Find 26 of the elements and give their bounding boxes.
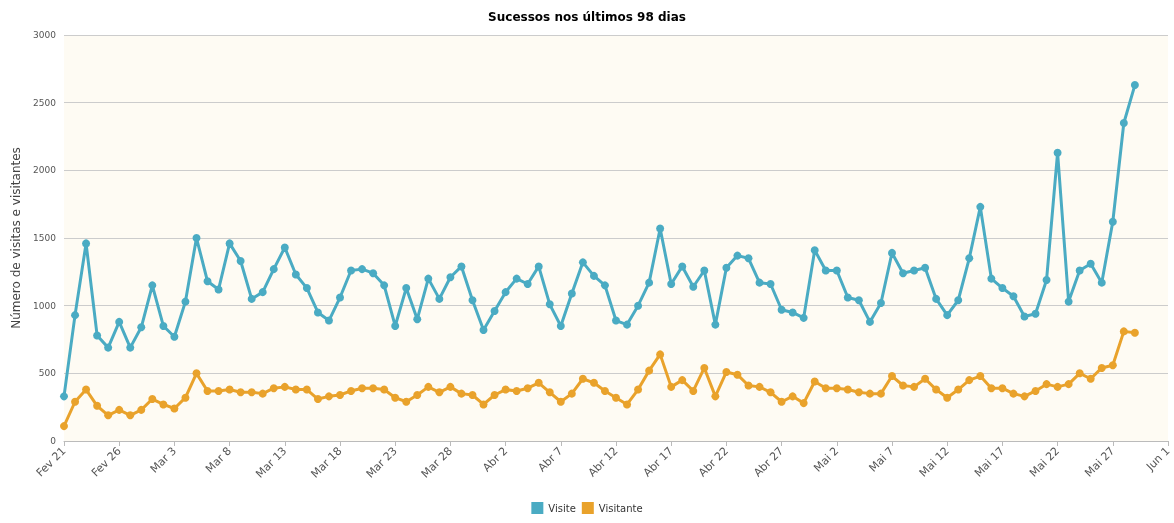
legend-label: Visite	[548, 502, 576, 514]
y-tick-label: 0	[50, 436, 57, 446]
y-tick-label: 1500	[33, 233, 57, 243]
x-tick-label: Abr 7	[535, 444, 566, 475]
x-tick-label: Abr 27	[751, 444, 787, 480]
y-tick-label: 2500	[33, 97, 57, 108]
x-tick-label: Mai 17	[971, 444, 1007, 480]
y-tick-label: 500	[38, 368, 57, 379]
x-tick-label: Mai 12	[916, 444, 952, 480]
x-tick-label: Abr 22	[696, 444, 731, 480]
x-tick-label: Mai 22	[1027, 444, 1063, 480]
y-tick-label: 1000	[33, 300, 57, 311]
x-tick-label: Mai 27	[1082, 444, 1118, 480]
x-tick-label: Mai 2	[811, 444, 842, 475]
y-tick-label: 3000	[33, 30, 57, 40]
legend-label: Visitante	[598, 502, 643, 514]
y-axis-title: Número de visitas e visitantes	[9, 147, 23, 329]
x-tick-label: Jun 1	[1143, 444, 1173, 474]
x-tick-label: Abr 17	[640, 444, 676, 480]
x-tick-label: Abr 12	[585, 444, 621, 480]
x-tick-label: Abr 2	[480, 444, 511, 475]
x-tick-label: Fev 21	[33, 444, 69, 480]
x-tick-label: Mai 7	[866, 444, 897, 475]
chart-title: Sucessos nos últimos 98 dias	[488, 10, 686, 24]
y-tick-label: 2000	[33, 165, 57, 176]
x-tick-label: Fev 26	[88, 444, 124, 480]
